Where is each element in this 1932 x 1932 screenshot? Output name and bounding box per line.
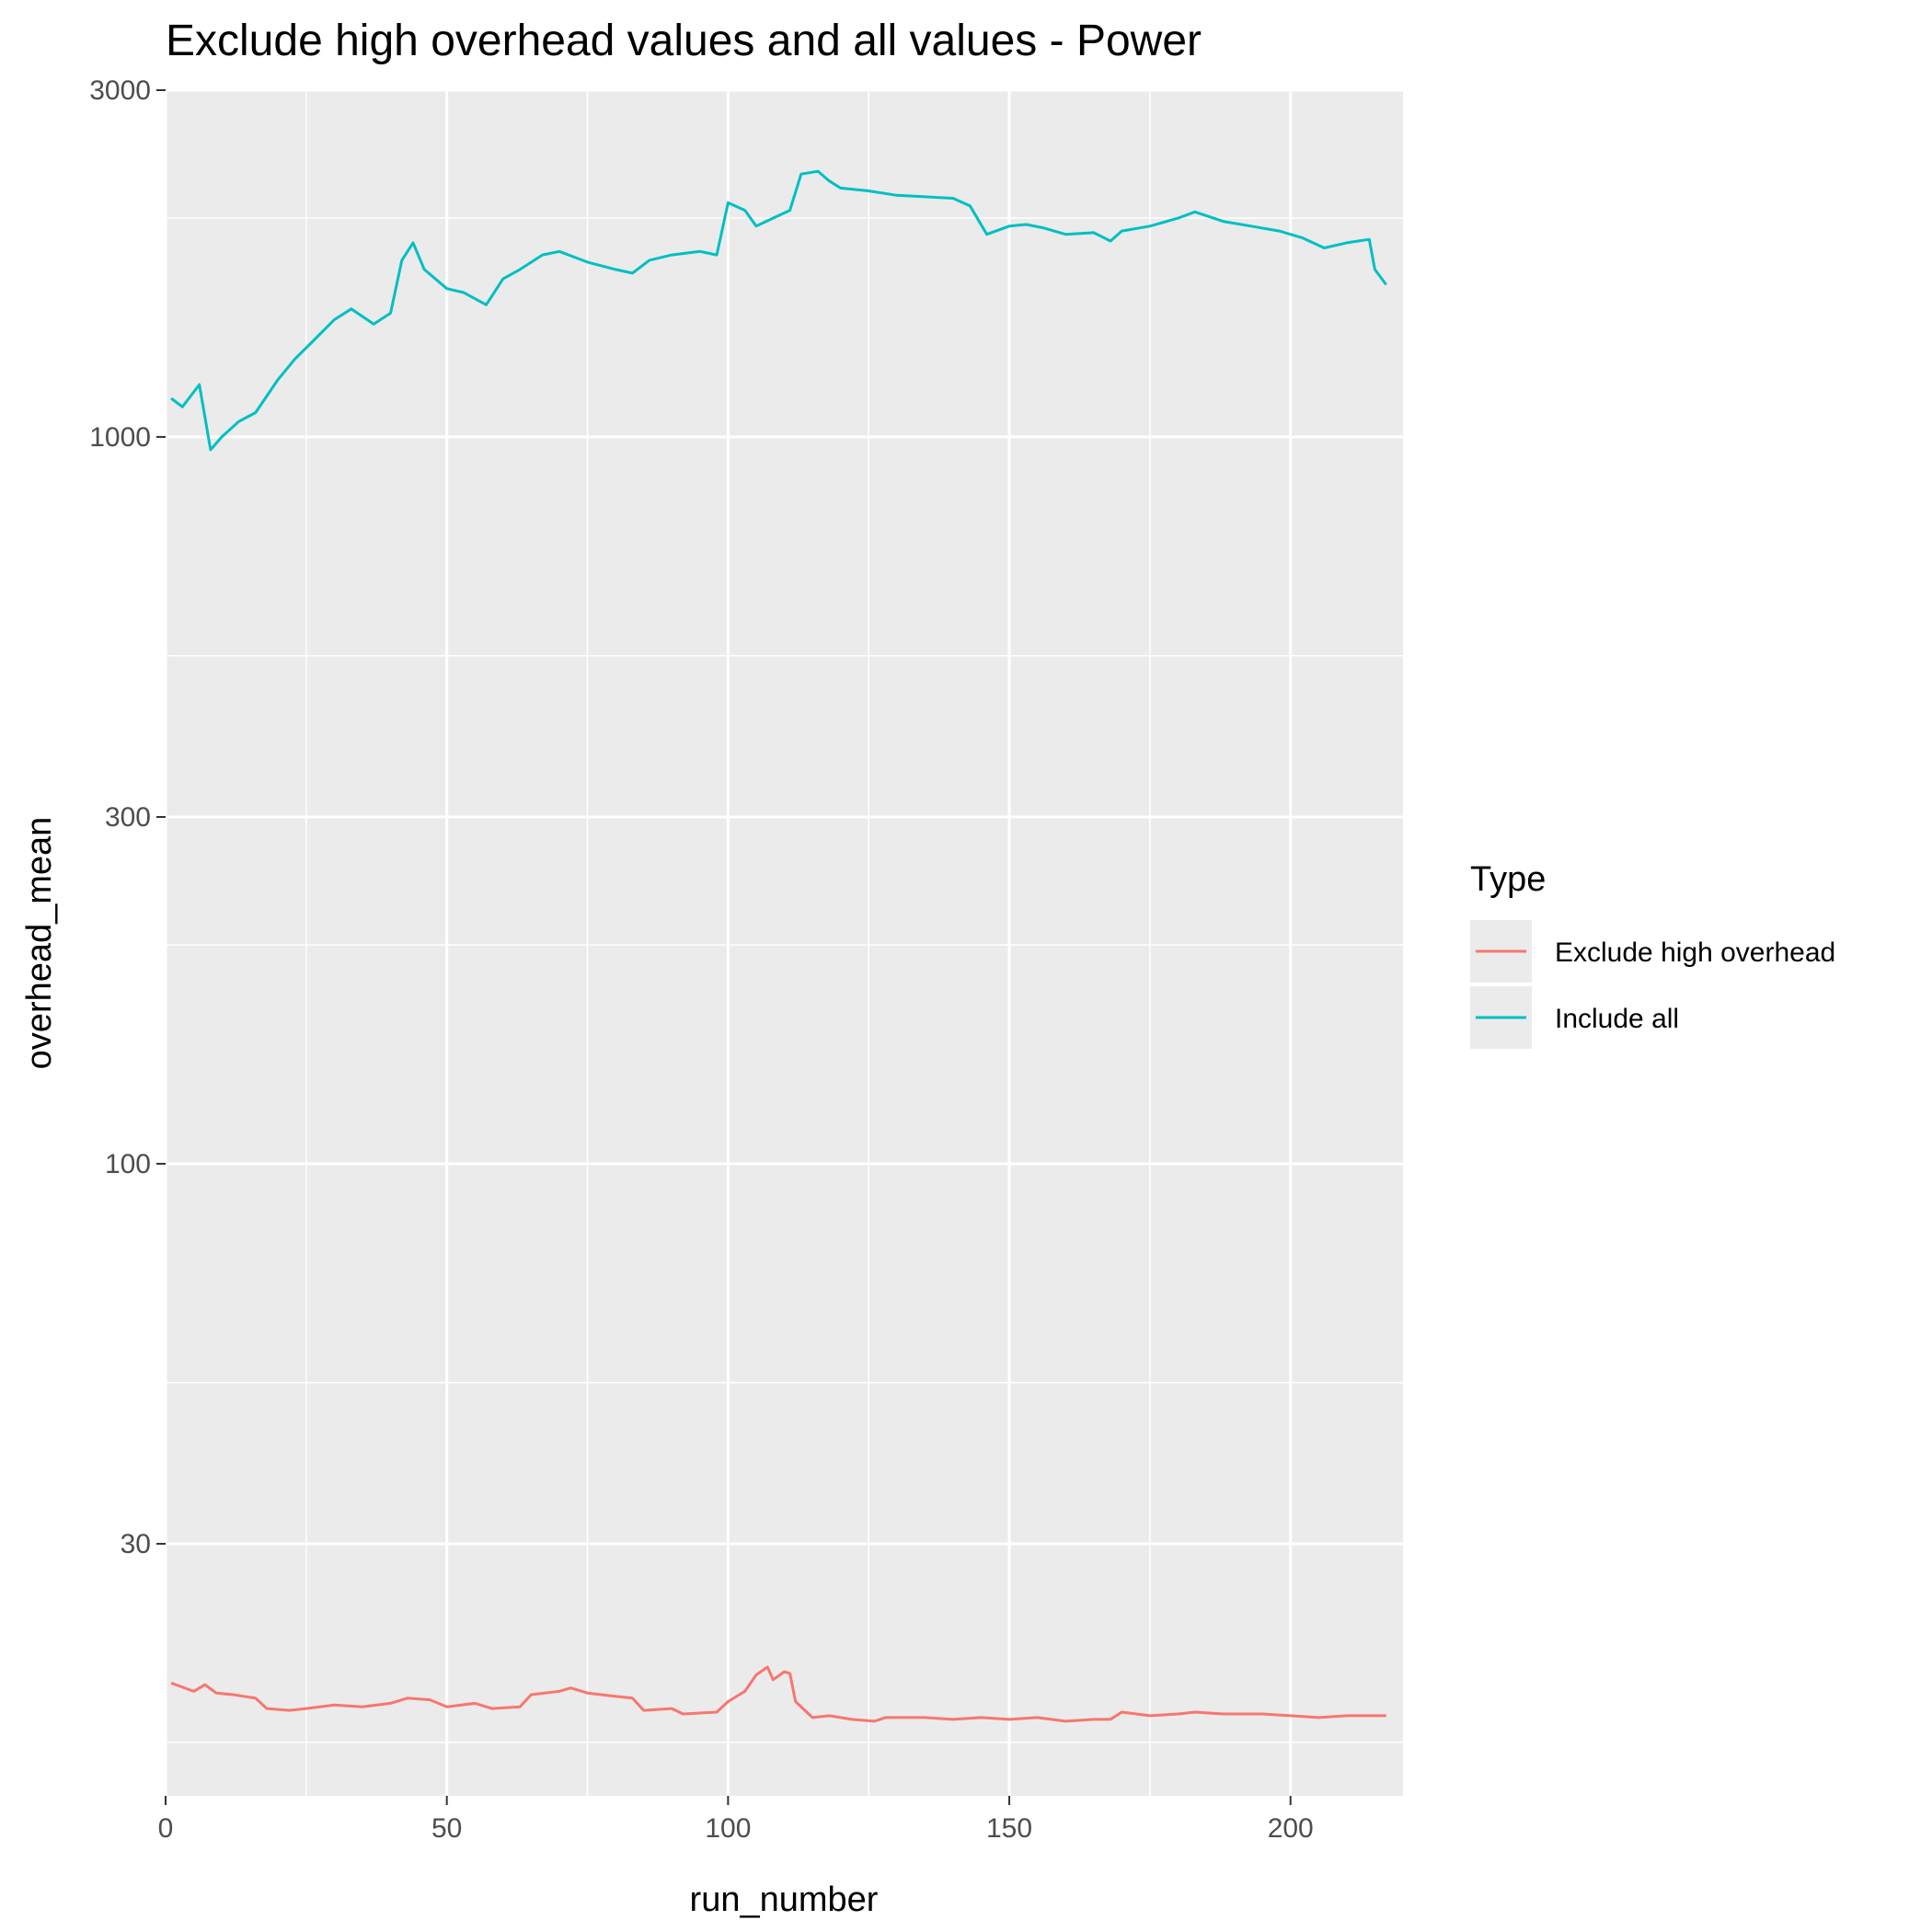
x-tick-label: 0	[158, 1813, 174, 1844]
legend-items: Exclude high overhead Include all	[1470, 920, 1835, 1049]
legend-label: Exclude high overhead	[1555, 937, 1835, 968]
series-line-exclude-high-overhead	[170, 1665, 1386, 1723]
y-tick-label: 30	[121, 1529, 151, 1559]
x-tick-label: 150	[986, 1813, 1032, 1844]
series-line-include-all	[170, 169, 1387, 452]
legend-item-include-all: Include all	[1470, 986, 1679, 1049]
y-tick-label: 100	[105, 1149, 151, 1179]
grid-major	[164, 88, 1403, 1796]
y-tick-label: 1000	[89, 422, 151, 453]
series-lines	[170, 169, 1387, 1723]
x-axis-title: run_number	[690, 1880, 879, 1919]
legend: Type Exclude high overhead Include all	[1470, 860, 1835, 1049]
legend-label: Include all	[1555, 1004, 1679, 1034]
legend-item-exclude-high-overhead: Exclude high overhead	[1470, 920, 1835, 983]
x-tick-label: 50	[431, 1813, 462, 1844]
plot-panel	[166, 90, 1403, 1796]
chart-title: Exclude high overhead values and all val…	[166, 17, 1202, 65]
x-axis: 0 50 100 150 200	[158, 1796, 1314, 1844]
y-axis-title: overhead_mean	[20, 817, 59, 1070]
y-tick-label: 300	[105, 802, 151, 833]
legend-title: Type	[1470, 860, 1546, 899]
grid-minor	[166, 90, 1403, 1796]
y-axis: 30 100 300 1000 3000	[89, 75, 166, 1559]
y-tick-label: 3000	[89, 75, 151, 106]
x-tick-label: 100	[705, 1813, 751, 1844]
x-tick-label: 200	[1268, 1813, 1314, 1844]
